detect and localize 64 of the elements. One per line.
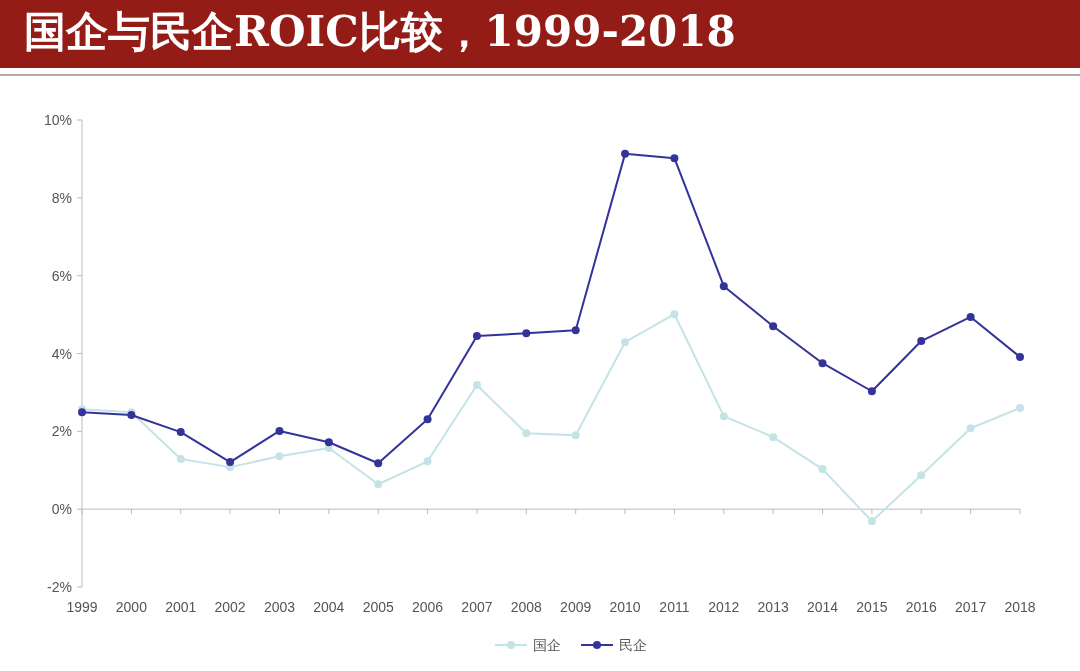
point [966, 424, 975, 433]
y-tick-label: 10% [43, 112, 72, 128]
point [867, 517, 876, 526]
x-tick-label: 2007 [461, 599, 493, 615]
point [818, 465, 827, 474]
point [1016, 403, 1024, 412]
point [522, 429, 531, 438]
y-tick-label: 4% [51, 345, 72, 362]
x-tick-label: 2000 [115, 599, 148, 615]
x-tick-label: 1999 [66, 599, 98, 615]
x-tick-label: 2003 [263, 599, 296, 615]
x-tick-label: 2001 [165, 599, 197, 615]
point [571, 326, 580, 335]
point [275, 452, 284, 461]
point [1016, 353, 1024, 361]
point [769, 433, 778, 442]
x-tick-label: 2008 [510, 599, 543, 615]
y-tick-label: 8% [51, 189, 72, 206]
point [374, 480, 383, 489]
point [621, 338, 630, 347]
point [275, 426, 284, 435]
point [374, 459, 383, 468]
x-tick-label: 2010 [609, 599, 641, 615]
x-tick-label: 2018 [1004, 599, 1036, 615]
y-tick-label: -2% [47, 579, 72, 595]
y-tick-label: 0% [51, 501, 72, 518]
point [423, 415, 432, 424]
point [917, 471, 926, 480]
point [966, 312, 975, 321]
x-tick-label: 2011 [659, 599, 690, 615]
x-tick-label: 2006 [412, 599, 444, 615]
y-tick-label: 2% [51, 423, 72, 440]
point [670, 154, 679, 163]
x-tick-label: 2015 [856, 599, 888, 615]
x-tick-label: 2014 [806, 599, 839, 615]
point [472, 331, 481, 340]
point [917, 337, 926, 346]
point [867, 387, 876, 396]
x-tick-label: 2002 [214, 599, 246, 615]
chart-title: 国企与民企ROIC比较，1999-2018 [24, 6, 736, 58]
point [324, 438, 333, 447]
x-tick-label: 2004 [313, 599, 345, 615]
point [176, 428, 185, 437]
x-tick-label: 2013 [757, 599, 789, 615]
legend-label: 民企 [619, 637, 647, 653]
x-tick-label: 2009 [560, 599, 592, 615]
point [226, 458, 235, 467]
point [176, 454, 185, 463]
legend-label: 国企 [533, 637, 561, 653]
point [818, 359, 827, 368]
point [769, 322, 778, 331]
point [571, 431, 580, 440]
x-tick-label: 2012 [708, 599, 740, 615]
y-tick-label: 6% [51, 267, 72, 284]
point [621, 149, 630, 158]
x-tick-label: 2017 [955, 599, 987, 615]
point [719, 282, 728, 291]
point [522, 329, 531, 338]
point [423, 457, 432, 466]
point [472, 381, 481, 390]
point [670, 310, 679, 319]
point [719, 412, 728, 421]
x-tick-label: 2016 [905, 599, 938, 615]
x-tick-label: 2005 [362, 599, 394, 615]
